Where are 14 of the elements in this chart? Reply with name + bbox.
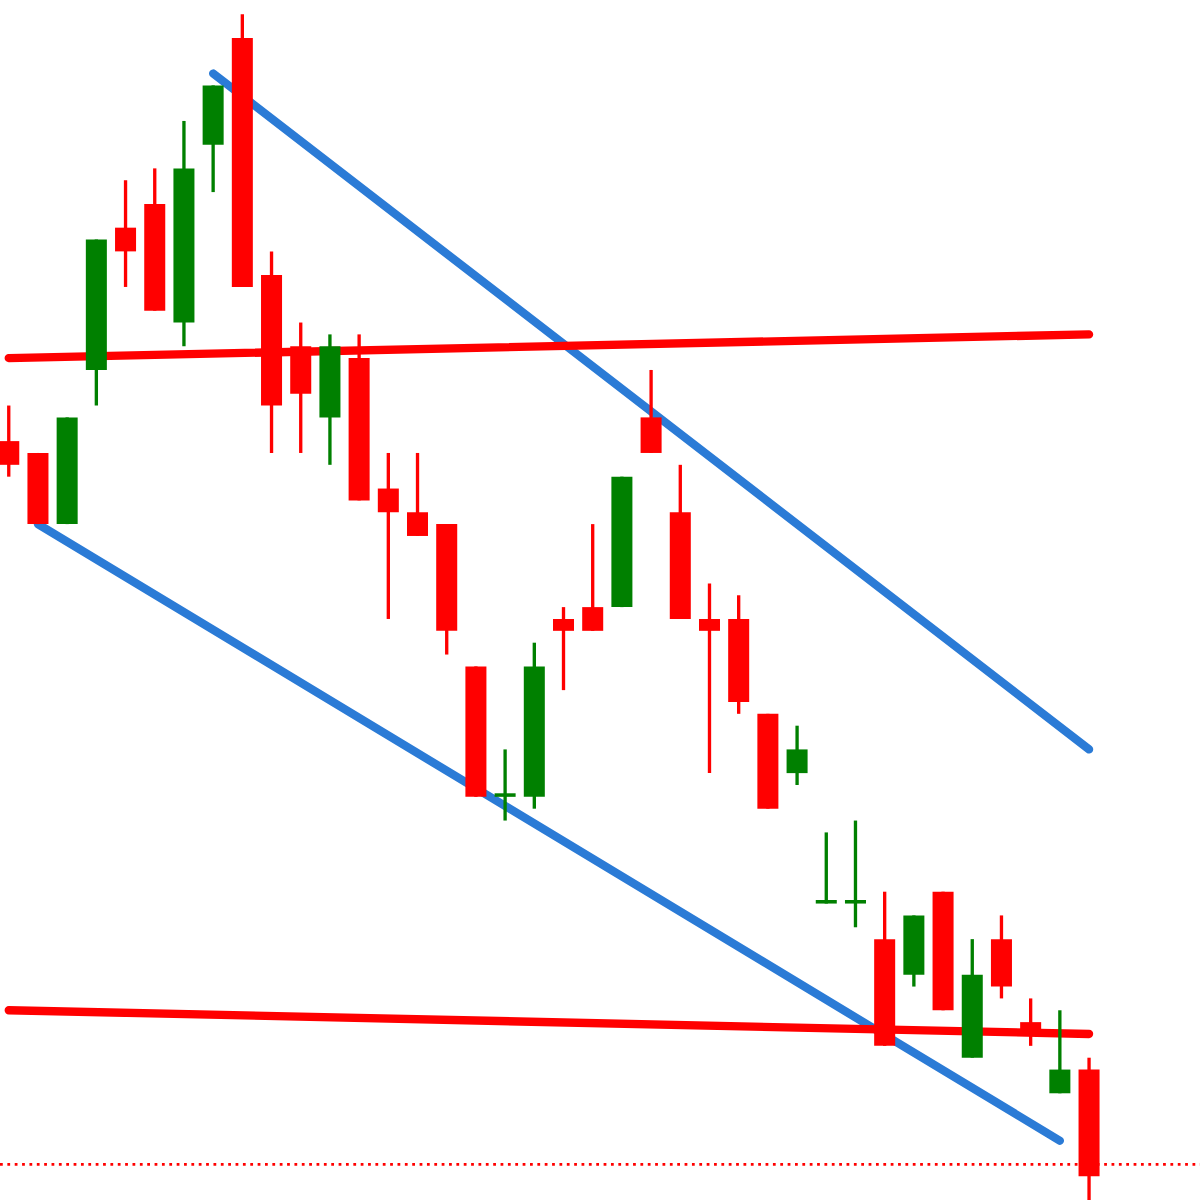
candlestick bbox=[582, 522, 604, 633]
candlestick bbox=[698, 581, 720, 775]
candlestick bbox=[640, 368, 662, 455]
candlestick bbox=[815, 830, 837, 906]
candlestick bbox=[844, 818, 866, 929]
candlestick bbox=[407, 451, 429, 538]
candlestick bbox=[115, 178, 137, 289]
candlestick bbox=[552, 605, 575, 692]
candlestick bbox=[786, 724, 808, 787]
candlestick bbox=[1049, 1008, 1071, 1095]
candlestick bbox=[990, 913, 1012, 1001]
candlestick bbox=[494, 747, 516, 823]
candlestick bbox=[377, 451, 399, 621]
candlestick bbox=[0, 403, 20, 479]
